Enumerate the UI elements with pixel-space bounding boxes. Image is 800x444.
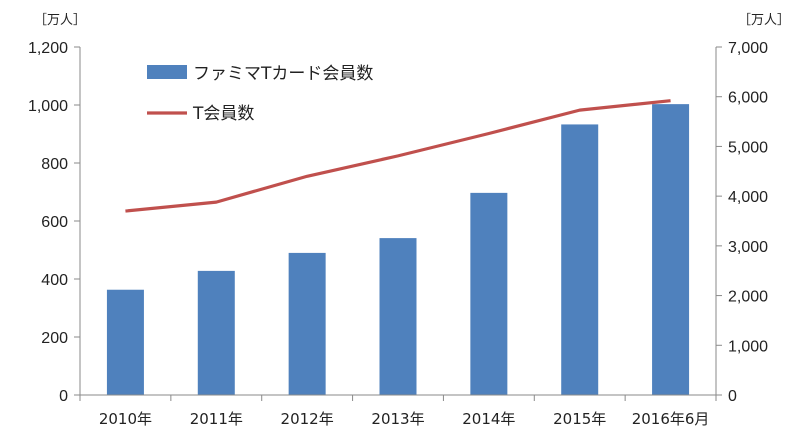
right-tick-label: 2,000 (728, 289, 768, 306)
x-category-label: 2015年 (553, 410, 606, 428)
right-tick-label: 5,000 (728, 139, 768, 156)
labels-layer: 0 200 400 600 800 1,000 1,200 0 1,000 2,000 3,000 4… (28, 13, 790, 428)
line-layer (125, 99, 671, 213)
bar-4 (379, 238, 417, 395)
left-tick-label: 1,000 (28, 98, 68, 115)
right-axis-unit: ［万人］ (738, 13, 790, 28)
left-tick-label: 200 (41, 330, 68, 347)
bar-5 (470, 192, 508, 395)
left-tick-label: 400 (41, 272, 68, 289)
axes-layer (74, 46, 722, 401)
x-category-label: 2011年 (190, 410, 243, 428)
x-category-label: 2016年6月 (632, 410, 710, 428)
left-axis-unit: ［万人］ (34, 13, 86, 28)
legend-bar-swatch (147, 65, 187, 79)
legend: ファミマTカード会員数 T会員数 (147, 64, 373, 124)
right-tick-label: 0 (728, 388, 737, 405)
bars-layer (106, 104, 690, 396)
left-tick-label: 0 (59, 388, 68, 405)
x-category-label: 2010年 (99, 410, 152, 428)
left-tick-label: 800 (41, 156, 68, 173)
legend-line-label: T会員数 (192, 104, 254, 124)
bar-6 (561, 124, 599, 396)
bar-2 (197, 270, 235, 395)
x-category-label: 2014年 (462, 410, 515, 428)
right-tick-label: 3,000 (728, 239, 768, 256)
bar-3 (288, 252, 326, 395)
right-tick-label: 4,000 (728, 189, 768, 206)
right-tick-label: 6,000 (728, 90, 768, 107)
left-tick-label: 1,200 (28, 40, 68, 57)
legend-bar-label: ファミマTカード会員数 (193, 64, 373, 84)
x-category-label: 2013年 (371, 410, 424, 428)
bar-7 (652, 104, 690, 395)
x-category-label: 2012年 (281, 410, 334, 428)
right-tick-label: 1,000 (728, 338, 768, 355)
left-tick-label: 600 (41, 214, 68, 231)
right-tick-label: 7,000 (728, 40, 768, 57)
bar-1 (106, 289, 144, 395)
